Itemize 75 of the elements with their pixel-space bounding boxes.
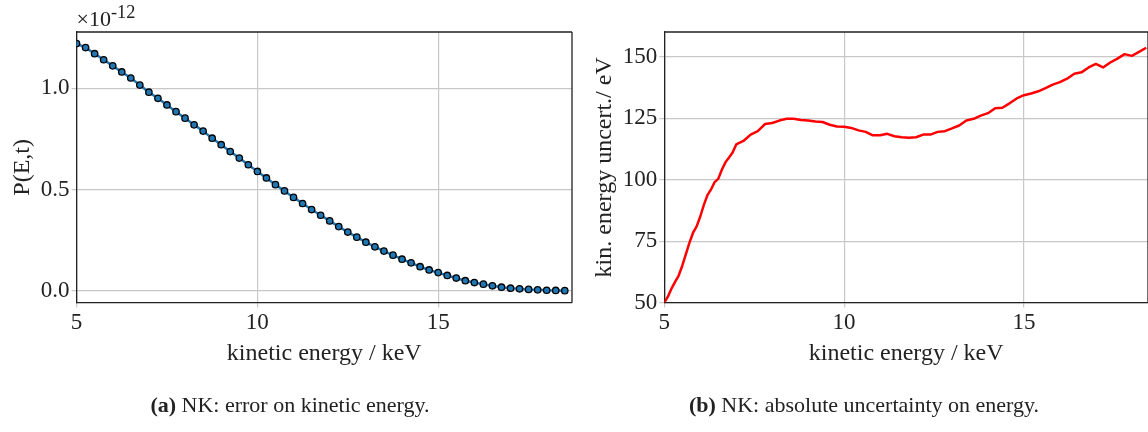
point: [154, 94, 162, 103]
point: [307, 205, 316, 214]
point: [452, 274, 461, 282]
y-tick-label: 0.0: [40, 276, 70, 302]
y-tick-label: 150: [622, 42, 658, 68]
point: [289, 193, 298, 202]
point: [244, 160, 253, 169]
text: ×10$^{-12}$: [76, 2, 136, 33]
x-tick-label: 10: [832, 309, 856, 335]
point: [389, 251, 397, 260]
point: [416, 262, 424, 271]
point: [316, 211, 325, 220]
point: [325, 217, 334, 225]
y-tick-label: 0.5: [40, 175, 70, 201]
point: [99, 55, 108, 64]
point: [181, 114, 189, 122]
point: [271, 180, 280, 189]
point: [506, 284, 515, 293]
y-tick-label: 100: [622, 165, 658, 191]
point: [117, 68, 126, 76]
point: [407, 259, 415, 267]
y-tick-label: 1.0: [40, 74, 70, 100]
point: [524, 285, 533, 294]
point: [560, 286, 569, 295]
point: [515, 284, 524, 293]
point: [298, 199, 307, 208]
x-tick-label: 5: [658, 309, 671, 335]
point: [190, 120, 198, 129]
y-tick-label: 50: [634, 288, 658, 314]
point: [135, 81, 144, 89]
point: [380, 247, 388, 255]
point: [126, 74, 135, 82]
point: [497, 283, 506, 292]
point: [172, 107, 180, 116]
text: (b) NK: absolute uncertainty on energy.: [687, 392, 1041, 418]
point: [145, 88, 153, 97]
point: [488, 281, 497, 290]
point: [371, 243, 379, 251]
text: (a) NK: error on kinetic energy.: [149, 392, 431, 418]
point: [343, 228, 352, 236]
point: [434, 268, 443, 277]
point: [398, 255, 406, 264]
point: [108, 62, 117, 70]
point: [226, 147, 235, 156]
point: [262, 174, 271, 182]
point: [163, 101, 171, 109]
y-tick-label: 125: [622, 104, 658, 130]
point: [479, 280, 488, 288]
x-tick-label: 10: [245, 309, 269, 335]
point: [199, 127, 207, 135]
x-axis-title: kinetic energy / keV: [226, 338, 423, 365]
x-axis-title: kinetic energy / keV: [808, 338, 1005, 365]
point: [425, 266, 433, 274]
point: [443, 271, 452, 280]
point: [334, 222, 343, 231]
x-tick-label: 15: [1012, 309, 1036, 335]
point: [235, 154, 244, 162]
y-axis-title: P(E,t): [7, 138, 34, 196]
point: [90, 49, 99, 58]
point: [533, 285, 542, 294]
point: [542, 286, 551, 295]
y-tick-label: 75: [634, 227, 658, 253]
point: [81, 43, 90, 52]
point: [470, 278, 479, 287]
point: [362, 238, 370, 247]
point: [352, 233, 361, 241]
x-tick-label: 15: [426, 309, 450, 335]
point: [208, 134, 217, 143]
point: [461, 276, 470, 285]
y-axis-title: kin. energy uncert./ eV: [589, 56, 616, 278]
point: [253, 167, 262, 176]
x-tick-label: 5: [70, 309, 83, 335]
point: [217, 140, 226, 149]
point: [551, 286, 560, 295]
point: [280, 187, 289, 195]
